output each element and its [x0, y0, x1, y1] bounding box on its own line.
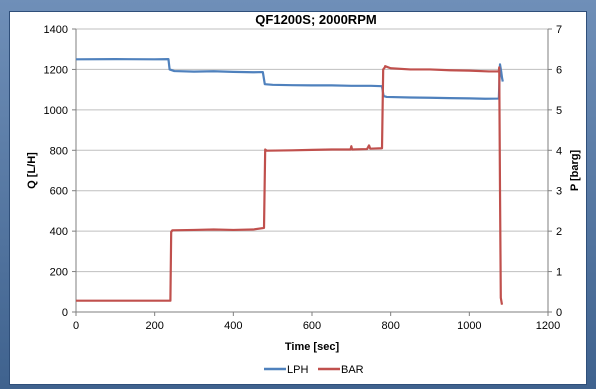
chart-area: QF1200S; 2000RPM 0 200 400 600 800 1000 1200 14…: [10, 12, 586, 384]
y-left-tick-label: 1400: [44, 24, 68, 36]
series-layer: [75, 58, 504, 305]
legend: LPH BAR: [264, 364, 364, 376]
legend-label-bar: BAR: [341, 364, 364, 376]
y-right-tick-label: 7: [556, 24, 562, 36]
x-tick-label: 1000: [457, 320, 481, 332]
x-tick-label: 1200: [536, 320, 560, 332]
x-axis-label: Time [sec]: [285, 341, 340, 353]
chart-title: QF1200S; 2000RPM: [255, 12, 376, 27]
x-tick-label: 400: [224, 320, 242, 332]
x-tick-label: 0: [73, 320, 79, 332]
y-right-tick-label: 4: [556, 145, 562, 157]
y-axis-left-label: Q [L/H]: [26, 152, 38, 189]
grid-lines: [76, 28, 548, 273]
y-right-tick-label: 6: [556, 64, 562, 76]
series-line-lph: [75, 58, 504, 100]
series-line-bar: [76, 65, 504, 305]
y-right-tick-label: 2: [556, 226, 562, 238]
x-tick-label: 200: [145, 320, 163, 332]
y-left-tick-label: 1200: [44, 64, 68, 76]
y-left-tick-label: 0: [62, 307, 68, 319]
axes: 0 200 400 600 800 1000 1200 1400 0 1 2 3 4 5 6 7 0 200 400…: [44, 24, 563, 332]
x-tick-label: 600: [303, 320, 321, 332]
y-right-tick-label: 3: [556, 186, 562, 198]
y-right-tick-label: 1: [556, 267, 562, 279]
y-left-tick-label: 1000: [44, 105, 68, 117]
x-tick-label: 800: [381, 320, 399, 332]
y-left-tick-label: 800: [50, 145, 68, 157]
y-left-tick-label: 600: [50, 186, 68, 198]
line-chart: QF1200S; 2000RPM 02004006008001000120014…: [26, 12, 581, 376]
y-left-tick-label: 200: [50, 267, 68, 279]
y-right-tick-label: 0: [556, 307, 562, 319]
y-right-tick-label: 5: [556, 105, 562, 117]
y-axis-right-label: P [barg]: [569, 149, 581, 191]
legend-label-lph: LPH: [287, 364, 308, 376]
y-left-tick-label: 400: [50, 226, 68, 238]
